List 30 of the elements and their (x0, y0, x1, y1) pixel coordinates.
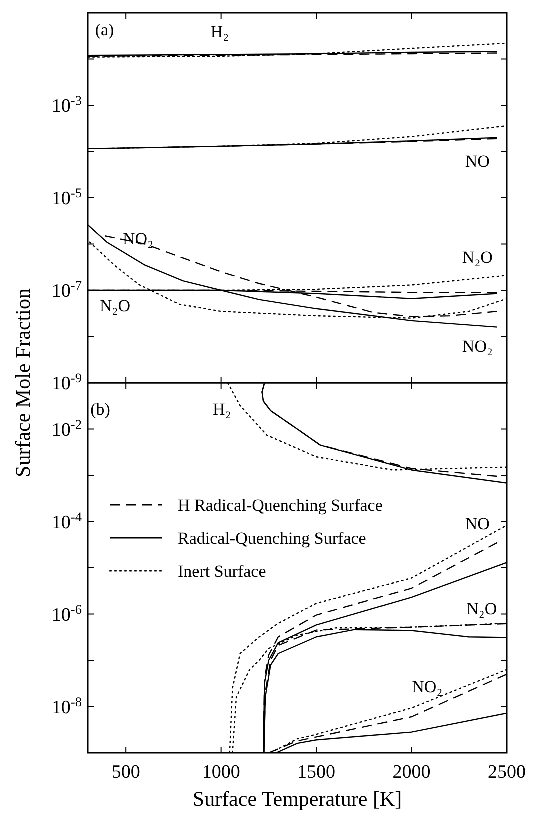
annotation: N₂O (466, 600, 498, 619)
legend-label: H Radical-Quenching Surface (178, 496, 383, 516)
annotation: NO₂ (412, 677, 443, 696)
x-tick-label: 1500 (298, 762, 336, 783)
annotation: (a) (95, 20, 114, 40)
y-tick-label: 10$^{-7}$ (52, 278, 82, 302)
annotation: NO₂ (123, 230, 154, 249)
x-tick-label: 2500 (488, 762, 526, 783)
y-axis-title: Surface Mole Fraction (11, 288, 35, 478)
y-tick-label: 10$^{-8}$ (52, 694, 82, 718)
annotation: H₂ (212, 400, 232, 419)
x-tick-label: 2000 (392, 762, 431, 783)
x-tick-label: 500 (112, 762, 140, 783)
annotation: NO (465, 152, 490, 171)
y-tick-label: 10$^{-2}$ (52, 416, 82, 441)
annotation: NO₂ (462, 336, 493, 356)
legend-label: Inert Surface (178, 562, 266, 582)
legend-label: Radical-Quenching Surface (178, 529, 366, 548)
annotation: H₂ (210, 22, 230, 42)
x-axis-title: Surface Temperature [K] (192, 787, 402, 811)
annotation: N₂O (100, 296, 130, 316)
y-tick-label: 10$^{-5}$ (52, 185, 82, 210)
y-tick-label: 10$^{-9}$ (52, 370, 82, 395)
x-tick-label: 1000 (202, 762, 240, 783)
annotation: N₂O (462, 248, 493, 268)
y-tick-label: 10$^{-3}$ (52, 92, 82, 118)
annotation: (b) (90, 400, 110, 419)
y-tick-label: 10$^{-6}$ (52, 601, 82, 626)
y-tick-label: 10$^{-4}$ (52, 508, 82, 534)
annotation: NO (465, 514, 490, 534)
